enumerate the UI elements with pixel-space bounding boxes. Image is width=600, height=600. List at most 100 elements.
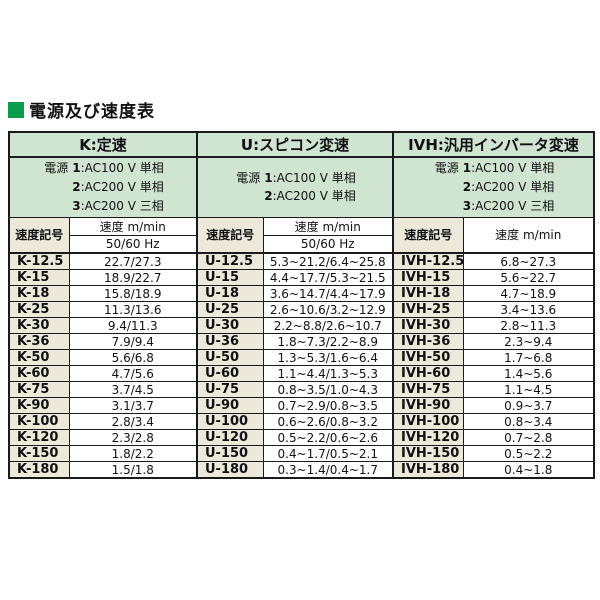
code-column-header-1: 速度記号 <box>8 216 70 254</box>
speed-column-header-2: 速度 m/min <box>262 216 394 236</box>
code-column-header-3: 速度記号 <box>392 216 464 254</box>
speed-column-header-3: 速度 m/min <box>462 216 595 254</box>
speed-code-cell: K-180 <box>8 461 70 479</box>
table-row: K-50 5.6/6.8 U-50 1.3~5.3/1.6~6.4 IVH-50 1.7~… <box>8 349 595 366</box>
speed-value-cell: 0.7~2.8 <box>462 429 595 446</box>
speed-value-cell: 0.8~3.5/1.0~4.3 <box>262 381 394 398</box>
table-row: K-18 15.8/18.9 U-18 3.6~14.7/4.4~17.9 IVH-18… <box>8 285 595 302</box>
speed-value-cell: 1.3~5.3/1.6~6.4 <box>262 349 394 366</box>
speed-value-cell: 5.6/6.8 <box>68 349 198 366</box>
speed-code-cell: K-90 <box>8 397 70 414</box>
power-line: 電源 1:AC100 V 単相 <box>42 159 164 178</box>
group-header-2: U:スピコン変速 <box>196 131 394 158</box>
table-row: K-100 2.8/3.4 U-100 0.6~2.6/0.8~3.2 IVH-100 0… <box>8 413 595 430</box>
speed-value-cell: 0.7~2.9/0.8~3.5 <box>262 397 394 414</box>
speed-value-cell: 4.4~17.7/5.3~21.5 <box>262 269 394 286</box>
power-lines: 電源 1:AC100 V 単相 2:AC200 V 単相 3:AC200 V 三相 <box>433 159 555 215</box>
power-label: 電源 <box>236 170 261 185</box>
speed-code-cell: K-25 <box>8 301 70 318</box>
power-line: 2:AC200 V 単相 <box>433 178 555 197</box>
speed-code-cell: U-60 <box>196 365 264 382</box>
speed-value-cell: 1.8~7.3/2.2~8.9 <box>262 333 394 350</box>
speed-value-cell: 1.4~5.6 <box>462 365 595 382</box>
speed-code-cell: K-120 <box>8 429 70 446</box>
speed-column-header-1: 速度 m/min <box>68 216 198 236</box>
power-line: 3:AC200 V 三相 <box>433 197 555 216</box>
table-row: K-90 3.1/3.7 U-90 0.7~2.9/0.8~3.5 IVH-90 0.9~… <box>8 397 595 414</box>
power-speed-table: K:定速 U:スピコン変速 IVH:汎用インバータ変速 電源 1:AC100 V 単相 2… <box>8 131 595 479</box>
speed-value-cell: 1.1~4.5 <box>462 381 595 398</box>
speed-code-cell: K-36 <box>8 333 70 350</box>
speed-value-cell: 15.8/18.9 <box>68 285 198 302</box>
speed-subheader-1: 50/60 Hz <box>68 234 198 254</box>
table-row: K-120 2.3/2.8 U-120 0.5~2.2/0.6~2.6 IVH-120 0… <box>8 429 595 446</box>
speed-code-cell: U-75 <box>196 381 264 398</box>
table-row: K-150 1.8/2.2 U-150 0.4~1.7/0.5~2.1 IVH-150 0… <box>8 445 595 462</box>
title-square-icon <box>8 101 24 118</box>
speed-code-cell: K-150 <box>8 445 70 462</box>
power-spec: :AC200 V 三相 <box>471 198 555 213</box>
speed-code-cell: U-30 <box>196 317 264 334</box>
power-number: 1 <box>462 161 472 176</box>
speed-value-cell: 0.4~1.7/0.5~2.1 <box>262 445 394 462</box>
speed-code-cell: IVH-12.5 <box>392 252 464 270</box>
speed-code-cell: U-150 <box>196 445 264 462</box>
speed-code-cell: U-120 <box>196 429 264 446</box>
speed-value-cell: 2.2~8.8/2.6~10.7 <box>262 317 394 334</box>
table-row: K-180 1.5/1.8 U-180 0.3~1.4/0.4~1.7 IVH-180 0… <box>8 461 595 479</box>
power-spec: :AC200 V 三相 <box>80 198 164 213</box>
speed-value-cell: 6.8~27.3 <box>462 252 595 270</box>
speed-value-cell: 2.8/3.4 <box>68 413 198 430</box>
group-header-3: IVH:汎用インバータ変速 <box>392 131 595 158</box>
speed-value-cell: 0.3~1.4/0.4~1.7 <box>262 461 394 479</box>
speed-value-cell: 0.6~2.6/0.8~3.2 <box>262 413 394 430</box>
code-column-header-2: 速度記号 <box>196 216 264 254</box>
speed-value-cell: 3.6~14.7/4.4~17.9 <box>262 285 394 302</box>
speed-code-cell: U-15 <box>196 269 264 286</box>
speed-value-cell: 2.8~11.3 <box>462 317 595 334</box>
table-row: 電源 1:AC100 V 単相 2:AC200 V 単相 3:AC200 V 三相 電源… <box>8 156 595 218</box>
speed-code-cell: IVH-50 <box>392 349 464 366</box>
speed-value-cell: 2.6~10.6/3.2~12.9 <box>262 301 394 318</box>
table-row: K-36 7.9/9.4 U-36 1.8~7.3/2.2~8.9 IVH-36 2.3~… <box>8 333 595 350</box>
speed-subheader-2: 50/60 Hz <box>262 234 394 254</box>
power-supply-cell-3: 電源 1:AC100 V 単相 2:AC200 V 単相 3:AC200 V 三相 <box>392 156 595 218</box>
power-lines: 電源 1:AC100 V 単相 2:AC200 V 単相 3:AC200 V 三相 <box>42 159 164 215</box>
power-lines: 電源 1:AC100 V 単相 2:AC200 V 単相 <box>234 169 356 206</box>
speed-value-cell: 9.4/11.3 <box>68 317 198 334</box>
speed-value-cell: 22.7/27.3 <box>68 252 198 270</box>
speed-value-cell: 0.4~1.8 <box>462 461 595 479</box>
speed-code-cell: K-30 <box>8 317 70 334</box>
speed-code-cell: IVH-25 <box>392 301 464 318</box>
power-number: 3 <box>462 198 472 213</box>
power-spec: :AC100 V 単相 <box>80 161 164 176</box>
power-spec: :AC200 V 単相 <box>80 179 164 194</box>
power-spec: :AC100 V 単相 <box>272 170 356 185</box>
table-row: K-15 18.9/22.7 U-15 4.4~17.7/5.3~21.5 IVH-15… <box>8 269 595 286</box>
speed-code-cell: K-100 <box>8 413 70 430</box>
speed-code-cell: IVH-120 <box>392 429 464 446</box>
power-line: 電源 1:AC100 V 単相 <box>433 159 555 178</box>
table-row: K-60 4.7/5.6 U-60 1.1~4.4/1.3~5.3 IVH-60 1.4~… <box>8 365 595 382</box>
power-number: 3 <box>72 198 81 213</box>
power-supply-cell-1: 電源 1:AC100 V 単相 2:AC200 V 単相 3:AC200 V 三相 <box>8 156 198 218</box>
speed-code-cell: U-50 <box>196 349 264 366</box>
speed-value-cell: 3.1/3.7 <box>68 397 198 414</box>
power-label: 電源 <box>44 161 69 176</box>
speed-code-cell: K-75 <box>8 381 70 398</box>
speed-code-cell: U-18 <box>196 285 264 302</box>
speed-code-cell: K-15 <box>8 269 70 286</box>
section-title: 電源及び速度表 <box>8 97 593 122</box>
speed-code-cell: U-25 <box>196 301 264 318</box>
power-spec: :AC100 V 単相 <box>471 161 555 176</box>
speed-code-cell: K-18 <box>8 285 70 302</box>
catalog-page: 電源及び速度表 K:定速 U:スピコン変速 IVH:汎用インバータ変速 電源 1:AC1… <box>8 97 595 479</box>
table-row: K-30 9.4/11.3 U-30 2.2~8.8/2.6~10.7 IVH-30 2.… <box>8 317 595 334</box>
power-line: 2:AC200 V 単相 <box>42 178 164 197</box>
speed-value-cell: 1.8/2.2 <box>68 445 198 462</box>
power-number: 1 <box>264 170 273 185</box>
speed-code-cell: IVH-15 <box>392 269 464 286</box>
speed-value-cell: 5.6~22.7 <box>462 269 595 286</box>
page-title: 電源及び速度表 <box>29 102 155 122</box>
power-label: 電源 <box>434 161 459 176</box>
